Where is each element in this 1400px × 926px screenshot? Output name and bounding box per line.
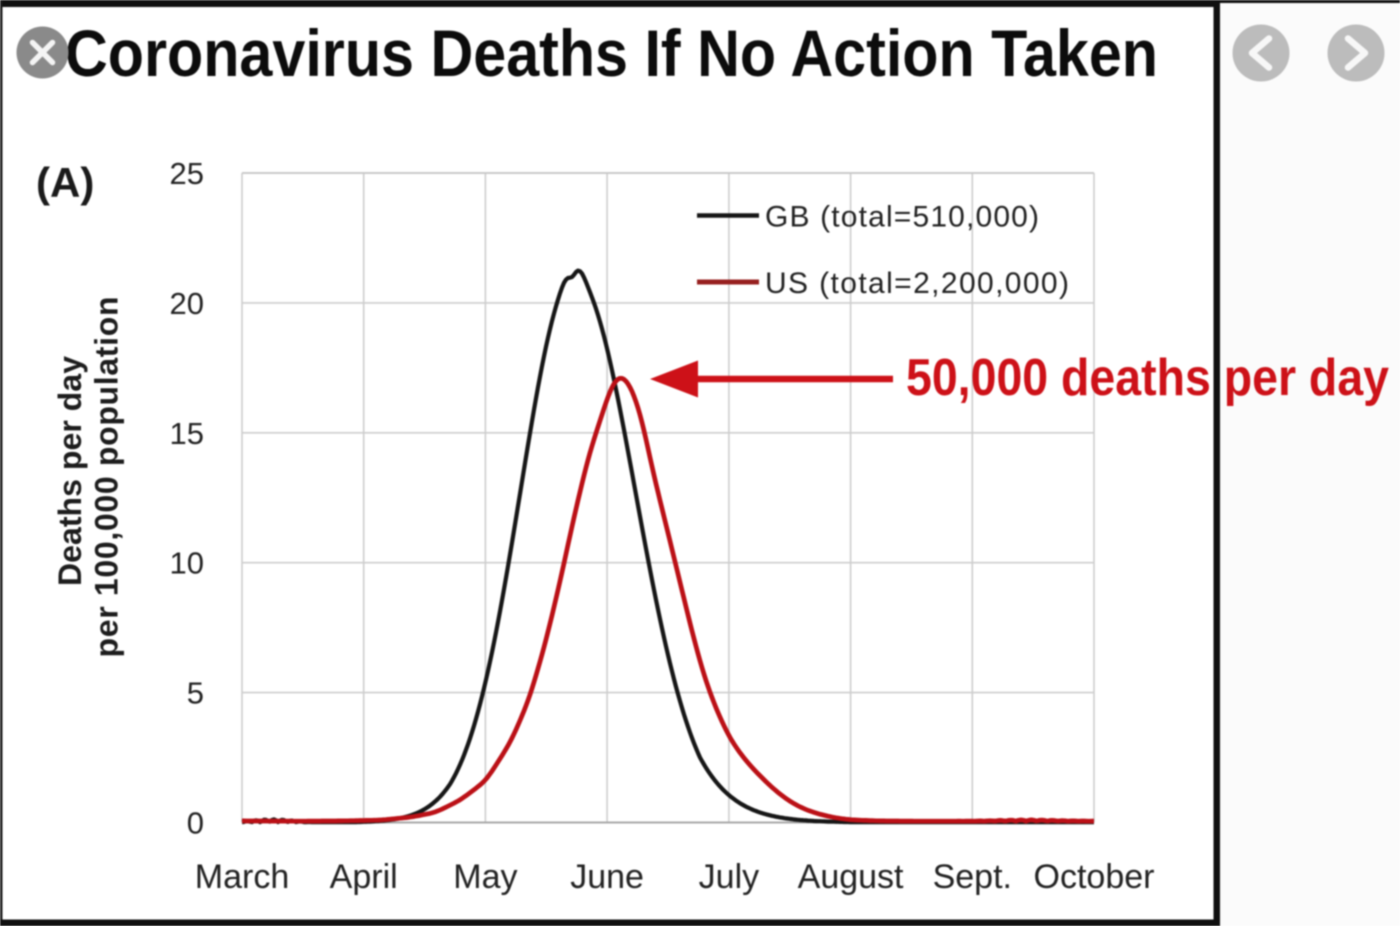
svg-text:July: July bbox=[699, 858, 759, 896]
svg-text:GB (total=510,000): GB (total=510,000) bbox=[765, 201, 1039, 234]
svg-text:15: 15 bbox=[170, 416, 204, 451]
svg-text:Coronavirus Deaths If No Actio: Coronavirus Deaths If No Action Taken bbox=[65, 16, 1158, 90]
svg-text:June: June bbox=[570, 858, 644, 896]
svg-text:August: August bbox=[798, 858, 904, 896]
svg-text:0: 0 bbox=[187, 806, 204, 841]
svg-text:May: May bbox=[453, 858, 517, 896]
svg-text:25: 25 bbox=[170, 156, 204, 191]
svg-text:April: April bbox=[330, 858, 398, 896]
svg-text:Deaths per day: Deaths per day bbox=[52, 356, 88, 586]
svg-text:10: 10 bbox=[170, 546, 204, 581]
svg-text:US (total=2,200,000): US (total=2,200,000) bbox=[765, 267, 1069, 300]
svg-text:50,000 deaths per day: 50,000 deaths per day bbox=[906, 349, 1389, 407]
svg-text:March: March bbox=[195, 858, 289, 896]
svg-text:20: 20 bbox=[170, 286, 204, 321]
svg-text:October: October bbox=[1034, 858, 1155, 896]
svg-text:per 100,000 population: per 100,000 population bbox=[89, 297, 125, 658]
svg-text:5: 5 bbox=[187, 676, 204, 711]
svg-text:Sept.: Sept. bbox=[933, 858, 1012, 896]
svg-text:(A): (A) bbox=[36, 159, 94, 206]
